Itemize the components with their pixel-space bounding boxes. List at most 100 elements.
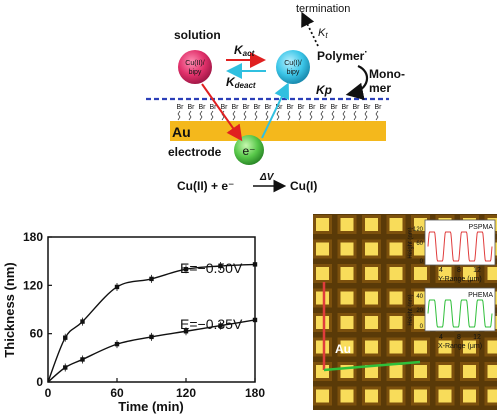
monomer-line1: Mono- xyxy=(369,67,405,81)
inset-phema-xlabel: X-Range (μm) xyxy=(438,343,482,350)
inset-phema-title: PHEMA xyxy=(468,292,493,299)
br-label: Br xyxy=(265,104,273,111)
br-chain xyxy=(276,110,280,121)
afm-square xyxy=(316,291,329,305)
data-point xyxy=(183,267,189,272)
br-label: Br xyxy=(221,104,229,111)
kp-curved-arrow xyxy=(345,64,368,101)
afm-square xyxy=(340,389,354,403)
plot-frame xyxy=(47,236,256,383)
afm-square xyxy=(316,389,329,403)
data-point xyxy=(252,317,258,323)
afm-square xyxy=(487,267,497,280)
data-point xyxy=(63,365,68,370)
data-point xyxy=(149,334,154,340)
afm-square xyxy=(487,340,497,354)
x-tick-label: 180 xyxy=(245,386,265,400)
br-label: Br xyxy=(320,104,328,111)
afm-square xyxy=(316,340,329,354)
br-label: Br xyxy=(331,104,339,111)
afm-square xyxy=(365,389,378,403)
chart-points xyxy=(63,260,258,372)
br-label: Br xyxy=(232,104,240,111)
afm-square xyxy=(414,340,427,354)
br-chain xyxy=(298,110,302,121)
inset-pspma-ytick-0: 0 xyxy=(420,259,424,265)
afm-image: Au PSPMA Height (nm) 120 60 0 4 8 12 Y-R… xyxy=(313,214,497,410)
electrode-label: electrode xyxy=(168,145,222,159)
y-tick-label: 120 xyxy=(23,278,43,292)
afm-square xyxy=(389,291,403,305)
br-label: Br xyxy=(276,104,284,111)
afm-square xyxy=(340,316,354,329)
y-axis-label: Thickness (nm) xyxy=(2,262,17,357)
data-point xyxy=(114,284,120,290)
data-point xyxy=(218,263,223,269)
scheme: Au electrode Br Br Br Br Br Br Br Br Br Br Br Br Br B… xyxy=(146,3,405,193)
inset-pspma-xlabel: Y-Range (μm) xyxy=(438,276,481,283)
afm-square xyxy=(340,267,354,280)
afm-square xyxy=(316,267,329,280)
afm-square xyxy=(316,316,329,329)
br-label: Br xyxy=(309,104,317,111)
afm-square xyxy=(414,267,427,280)
inset-phema-xtick-8: 8 xyxy=(457,334,461,341)
br-chain xyxy=(254,110,258,121)
br-label: Br xyxy=(353,104,361,111)
afm-square xyxy=(389,218,403,231)
equation-left: Cu(II) + e⁻ xyxy=(177,179,234,193)
data-point xyxy=(218,323,223,328)
series-label-050: E=−0.50V xyxy=(180,260,243,276)
inset-pspma-profile xyxy=(427,231,493,262)
afm-square xyxy=(365,291,378,305)
afm-square xyxy=(438,340,452,354)
br-label: Br xyxy=(364,104,372,111)
inset-pspma-xtick-8: 8 xyxy=(457,267,461,274)
afm-square xyxy=(365,242,378,256)
br-label: Br xyxy=(298,104,306,111)
afm-square xyxy=(438,365,452,378)
afm-square xyxy=(365,267,378,280)
afm-square xyxy=(414,316,427,329)
br-label: Br xyxy=(375,104,383,111)
x-axis-label: Time (min) xyxy=(118,399,184,414)
solution-label: solution xyxy=(174,28,221,42)
x-tick-label: 0 xyxy=(45,386,52,400)
br-chain xyxy=(320,110,324,121)
kp-label: Kp xyxy=(316,83,332,97)
afm-square xyxy=(389,365,403,378)
kt-label: Kt xyxy=(318,27,328,40)
br-label: Br xyxy=(199,104,207,111)
afm-square xyxy=(316,365,329,378)
br-label: Br xyxy=(254,104,262,111)
cyan-arrow-from-electron xyxy=(261,82,290,139)
inset-phema-ytick-0: 0 xyxy=(420,324,424,330)
afm-square xyxy=(389,389,403,403)
afm-square xyxy=(389,267,403,280)
afm-square xyxy=(463,365,476,378)
series-label-035: E=−0.35V xyxy=(180,316,243,332)
data-point xyxy=(183,329,189,334)
inset-phema-ytick-40: 40 xyxy=(416,294,423,300)
cu1-label-line2: bipy xyxy=(287,69,300,76)
afm-square xyxy=(316,242,329,256)
electron-label: e⁻ xyxy=(242,144,255,158)
br-label: Br xyxy=(243,104,251,111)
x-tick-label: 120 xyxy=(176,386,196,400)
inset-pspma-xtick-12: 12 xyxy=(473,267,481,274)
br-label: Br xyxy=(177,104,185,111)
data-point xyxy=(63,335,68,340)
br-chain xyxy=(342,110,346,121)
afm-square xyxy=(487,389,497,403)
inset-pspma-ytick-120: 120 xyxy=(413,227,424,233)
y-tick-label: 0 xyxy=(36,375,43,389)
data-point xyxy=(252,262,258,267)
inset-phema-profile xyxy=(427,299,493,328)
data-point xyxy=(149,276,154,282)
cu1-bipy-sphere xyxy=(276,50,310,84)
br-chain xyxy=(309,110,313,121)
red-arrow-to-electron xyxy=(201,83,243,142)
gold-electrode xyxy=(170,121,386,141)
cu1-label-line1: Cu(I)/ xyxy=(284,60,302,67)
